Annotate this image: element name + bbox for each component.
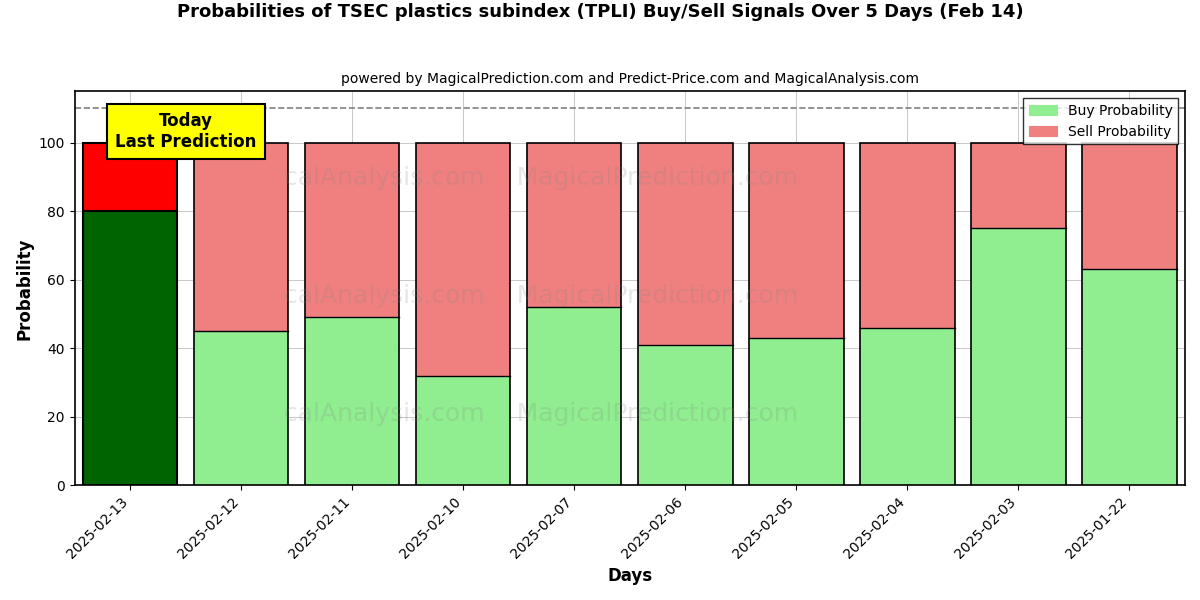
Text: Probabilities of TSEC plastics subindex (TPLI) Buy/Sell Signals Over 5 Days (Feb: Probabilities of TSEC plastics subindex …: [176, 3, 1024, 21]
Title: powered by MagicalPrediction.com and Predict-Price.com and MagicalAnalysis.com: powered by MagicalPrediction.com and Pre…: [341, 72, 919, 86]
Bar: [1082, 143, 1177, 269]
Bar: [416, 143, 510, 376]
Bar: [305, 143, 400, 485]
Bar: [860, 328, 955, 485]
Text: calAnalysis.com    MagicalPrediction.com: calAnalysis.com MagicalPrediction.com: [284, 284, 798, 308]
Bar: [1082, 143, 1177, 485]
Bar: [638, 345, 732, 485]
Bar: [638, 143, 732, 485]
Bar: [971, 229, 1066, 485]
Text: calAnalysis.com    MagicalPrediction.com: calAnalysis.com MagicalPrediction.com: [284, 166, 798, 190]
Legend: Buy Probability, Sell Probability: Buy Probability, Sell Probability: [1024, 98, 1178, 145]
Bar: [527, 143, 622, 307]
Y-axis label: Probability: Probability: [16, 237, 34, 340]
Bar: [416, 376, 510, 485]
Bar: [971, 143, 1066, 485]
Bar: [749, 143, 844, 485]
Bar: [749, 143, 844, 338]
Bar: [527, 143, 622, 485]
Bar: [194, 143, 288, 331]
Bar: [1082, 269, 1177, 485]
Bar: [860, 143, 955, 485]
Bar: [527, 307, 622, 485]
Bar: [860, 143, 955, 328]
Bar: [305, 143, 400, 317]
Bar: [749, 338, 844, 485]
Bar: [83, 143, 178, 485]
Bar: [83, 211, 178, 485]
Bar: [638, 143, 732, 345]
Bar: [416, 143, 510, 485]
Bar: [971, 143, 1066, 229]
Bar: [305, 317, 400, 485]
Text: Today
Last Prediction: Today Last Prediction: [115, 112, 257, 151]
Text: calAnalysis.com    MagicalPrediction.com: calAnalysis.com MagicalPrediction.com: [284, 403, 798, 427]
X-axis label: Days: Days: [607, 567, 653, 585]
Bar: [194, 331, 288, 485]
Bar: [194, 143, 288, 485]
Bar: [83, 143, 178, 211]
